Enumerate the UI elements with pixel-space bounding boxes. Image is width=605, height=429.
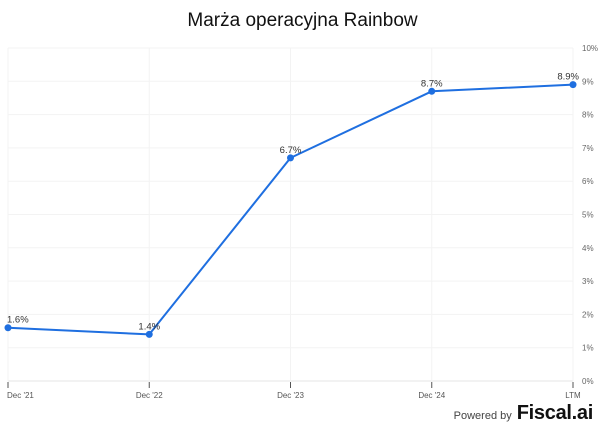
chart-title: Marża operacyjna Rainbow [187,10,418,31]
fiscal-ai-logo: Fiscal.ai [516,402,594,424]
y-tick-label: 3% [582,277,594,286]
data-point[interactable] [428,87,436,95]
y-tick-label: 0% [582,377,594,386]
y-tick-label: 1% [582,344,594,353]
y-tick-label: 7% [582,144,594,153]
data-label: 8.9% [557,72,579,83]
y-tick-label: 8% [582,111,594,120]
y-tick-label: 2% [582,310,594,319]
x-tick-label: Dec '21 [7,391,34,400]
y-tick-label: 10% [582,44,598,53]
x-tick-label: Dec '23 [277,391,304,400]
data-label: 1.4% [138,321,160,332]
data-point[interactable] [145,330,153,338]
x-tick-label: LTM [565,391,581,400]
x-tick-label: Dec '24 [418,391,445,400]
y-tick-label: 5% [582,211,594,220]
data-series: 1.6% 1.4% 6.7% 8.7% 8.9% [4,72,580,338]
data-point[interactable] [4,324,12,332]
data-label: 8.7% [421,78,443,89]
y-axis-ticks: 0% 1% 2% 3% 4% 5% 6% 7% 8% 9% 10% [582,44,598,386]
powered-by-text: Powered by [453,410,512,422]
data-point[interactable] [287,154,294,162]
y-tick-label: 4% [582,244,594,253]
y-tick-label: 9% [582,77,594,86]
data-label: 1.6% [7,315,29,326]
x-axis-ticks: Dec '21 Dec '22 Dec '23 Dec '24 LTM [7,382,581,400]
data-label: 6.7% [280,145,302,156]
x-tick-label: Dec '22 [136,391,163,400]
y-tick-label: 6% [582,177,594,186]
data-point[interactable] [569,81,577,89]
powered-by-footer: Powered by Fiscal.ai [453,402,594,425]
